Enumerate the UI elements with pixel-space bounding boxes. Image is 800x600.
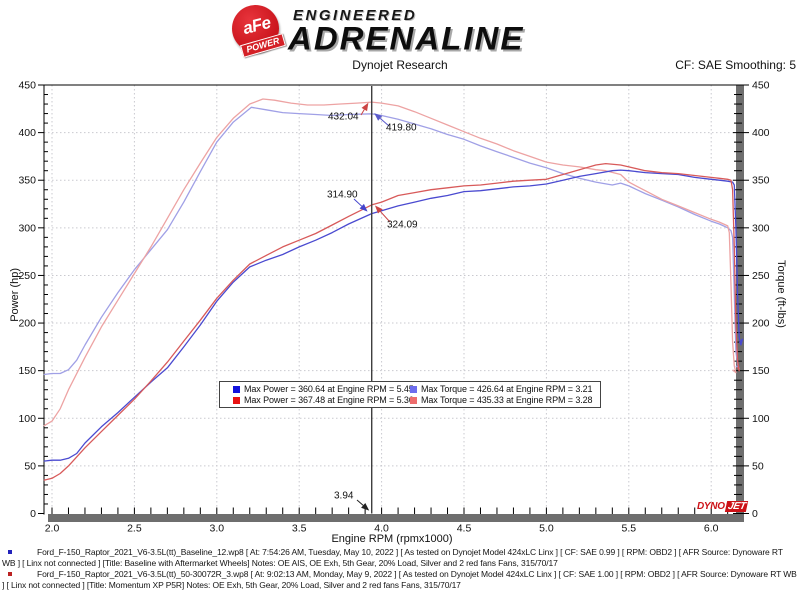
svg-text:450: 450 [18, 80, 36, 92]
legend-label: Max Torque = 435.33 at Engine RPM = 3.28 [421, 394, 593, 405]
svg-text:314.90: 314.90 [327, 190, 358, 201]
run-info-text: Ford_F-150_Raptor_2021_V6-3.5L(tt)_Basel… [2, 547, 783, 568]
run-info-momentum: Ford_F-150_Raptor_2021_V6-3.5L(tt)_50-30… [2, 569, 797, 591]
y-axis-left: 0 50 100 150 200 250 300 350 400 450 [18, 80, 48, 520]
brand-logo: aFe POWER ENGINEERED ADRENALINE [228, 3, 588, 58]
svg-text:300: 300 [752, 222, 770, 234]
legend-box: Max Power = 360.64 at Engine RPM = 5.45 … [219, 381, 601, 408]
dynojet-logo: DYNO JET [697, 501, 749, 512]
svg-text:0: 0 [30, 508, 36, 520]
svg-text:150: 150 [752, 365, 770, 377]
plot-frame [43, 84, 744, 515]
dynojet-logo-dyno: DYNO [697, 501, 725, 512]
svg-text:200: 200 [18, 318, 36, 330]
run-bullet-momentum [8, 572, 12, 576]
svg-text:419.80: 419.80 [386, 123, 417, 134]
legend-swatch-power-baseline [233, 385, 240, 393]
smoothing-setting: CF: SAE Smoothing: 5 [675, 58, 796, 72]
svg-text:200: 200 [752, 318, 770, 330]
legend-label: Max Power = 367.48 at Engine RPM = 5.36 [244, 394, 414, 405]
svg-text:432.04: 432.04 [328, 112, 359, 123]
legend-item-max-torque-baseline: Max Torque = 426.64 at Engine RPM = 3.21 [410, 384, 596, 395]
svg-text:400: 400 [18, 127, 36, 139]
legend-label: Max Torque = 426.64 at Engine RPM = 3.21 [421, 383, 593, 394]
brand-engineered-text: ENGINEERED [293, 7, 418, 24]
run-info-baseline: Ford_F-150_Raptor_2021_V6-3.5L(tt)_Basel… [2, 547, 797, 569]
run-info-footer: Ford_F-150_Raptor_2021_V6-3.5L(tt)_Basel… [2, 547, 797, 591]
svg-text:50: 50 [752, 460, 764, 472]
x-axis-bottom: 2.0 2.5 3.0 3.5 4.0 4.5 5.0 5.5 6.0 [45, 507, 744, 535]
svg-text:250: 250 [18, 270, 36, 282]
svg-text:100: 100 [18, 413, 36, 425]
page-title: Dynojet Research [352, 58, 448, 72]
svg-text:324.09: 324.09 [387, 220, 418, 231]
power-baseline-curve [43, 169, 744, 462]
legend-item-max-torque-momentum: Max Torque = 435.33 at Engine RPM = 3.28 [410, 395, 596, 406]
torque-baseline-curve [43, 106, 740, 376]
svg-text:5.5: 5.5 [621, 523, 636, 535]
svg-text:350: 350 [18, 175, 36, 187]
svg-text:2.0: 2.0 [45, 523, 60, 535]
svg-text:4.0: 4.0 [374, 523, 389, 535]
svg-text:450: 450 [752, 80, 770, 92]
svg-text:50: 50 [24, 460, 36, 472]
svg-text:3.5: 3.5 [292, 523, 307, 535]
svg-text:4.5: 4.5 [457, 523, 472, 535]
curves [43, 98, 744, 481]
y-axis-right-title: Torque (ft-lbs) [775, 260, 787, 328]
svg-text:150: 150 [18, 365, 36, 377]
power-momentum-curve [43, 162, 740, 481]
legend-label: Max Power = 360.64 at Engine RPM = 5.45 [244, 383, 414, 394]
gridlines [44, 85, 736, 514]
svg-text:6.0: 6.0 [704, 523, 719, 535]
annotations: 432.04 419.80 314.90 324.09 3.94 [327, 102, 418, 511]
svg-text:2.5: 2.5 [127, 523, 142, 535]
legend-swatch-torque-baseline [410, 385, 417, 393]
svg-text:5.0: 5.0 [539, 523, 554, 535]
dynojet-logo-jet: JET [724, 501, 749, 512]
run-bullet-baseline [8, 550, 12, 554]
legend-swatch-power-momentum [233, 396, 240, 404]
svg-text:400: 400 [752, 127, 770, 139]
svg-text:100: 100 [752, 413, 770, 425]
svg-text:350: 350 [752, 175, 770, 187]
svg-text:0: 0 [752, 508, 758, 520]
svg-text:250: 250 [752, 270, 770, 282]
legend-item-max-power-momentum: Max Power = 367.48 at Engine RPM = 5.36 [233, 395, 414, 406]
afe-circle-label: aFe [240, 12, 273, 39]
svg-text:300: 300 [18, 222, 36, 234]
torque-momentum-curve [43, 98, 737, 427]
run-info-text: Ford_F-150_Raptor_2021_V6-3.5L(tt)_50-30… [2, 569, 797, 590]
y-axis-right: 0 50 100 150 200 250 300 350 400 450 [733, 80, 770, 522]
svg-text:3.94: 3.94 [334, 491, 354, 502]
x-axis-title: Engine RPM (rpmx1000) [331, 533, 453, 545]
legend-item-max-power-baseline: Max Power = 360.64 at Engine RPM = 5.45 [233, 384, 414, 395]
legend-swatch-torque-momentum [410, 396, 417, 404]
brand-adrenaline-text: ADRENALINE [288, 20, 525, 57]
y-axis-left-title: Power (hp) [9, 268, 21, 322]
svg-text:3.0: 3.0 [209, 523, 224, 535]
